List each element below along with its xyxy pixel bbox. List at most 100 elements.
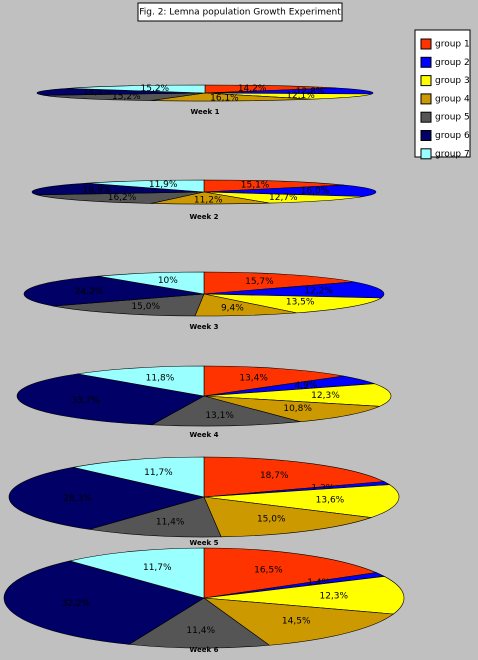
slice-label: 13,4% (239, 374, 268, 384)
legend-label: group 3 (435, 76, 470, 86)
slice-label: 15,0% (131, 302, 160, 312)
slice-label: 15,2% (112, 92, 141, 102)
chart-title: Fig. 2: Lemna population Growth Experime… (139, 8, 341, 18)
pie-slice (36, 88, 206, 96)
pie-slice (203, 496, 372, 538)
week-label: Week 3 (190, 323, 219, 331)
pie-slice (87, 179, 205, 193)
pie-slice (150, 191, 270, 205)
pie-slice (203, 576, 405, 615)
slice-label: 12,1% (286, 91, 315, 101)
legend-swatch (420, 75, 432, 87)
slice-label: 12,8% (296, 87, 325, 97)
legend-swatch (420, 38, 432, 50)
pie-slice (204, 84, 336, 94)
slice-label: 16,9% (83, 185, 112, 195)
pie-slice (203, 179, 344, 193)
slice-label: 24,2% (75, 287, 104, 297)
slice-label: 11,9% (149, 180, 178, 190)
slice-label: 16,1% (210, 94, 239, 104)
slice-label: 15,0% (257, 515, 286, 525)
pie-slice (203, 191, 364, 204)
slice-label: 14,5% (282, 616, 311, 626)
slice-label: 13,5% (286, 298, 315, 308)
pie-slice (3, 560, 205, 645)
slice-label: 10% (158, 276, 178, 286)
slice-label: 11,7% (143, 563, 172, 573)
pie-slice (204, 92, 372, 100)
pie-slice (203, 547, 378, 599)
pie-slice (150, 395, 301, 427)
title-box (137, 2, 343, 22)
pie-slice (23, 275, 205, 307)
pie-slice (203, 395, 380, 423)
slice-label: 32,2% (62, 599, 91, 609)
pie-slice (204, 87, 374, 95)
slice-label: 12,2% (304, 287, 333, 297)
pie-slice (53, 293, 205, 317)
slice-label: 11,2% (194, 195, 223, 205)
pie-slice (203, 281, 385, 299)
slice-label: 18,7% (260, 471, 289, 481)
pie-slice (128, 597, 271, 649)
legend-swatch (420, 148, 432, 160)
slice-label: 16,2% (108, 193, 137, 203)
slice-label: 11,4% (186, 626, 215, 636)
pie-slice (203, 293, 382, 314)
legend-swatch (420, 93, 432, 105)
slice-label: 33,7% (71, 396, 100, 406)
pie-slice (98, 271, 205, 295)
pie-slice (203, 184, 377, 197)
legend-label: group 4 (435, 94, 470, 104)
pie-slice (203, 383, 392, 407)
pie-slice (8, 467, 205, 530)
slice-label: 14,4% (83, 88, 112, 98)
pie-slice (89, 496, 222, 538)
pie-slice (202, 597, 395, 646)
week-label: Week 5 (190, 539, 219, 547)
pie-slice (73, 456, 205, 498)
slice-label: 16,5% (254, 565, 283, 575)
slice-label: 13,1% (205, 411, 234, 421)
week-label: Week 4 (190, 431, 219, 439)
slice-label: 15,2% (141, 84, 170, 94)
slice-label: 28,3% (63, 494, 92, 504)
week-label: Week 2 (190, 213, 219, 221)
legend-swatch (420, 56, 432, 68)
legend-label: group 2 (435, 58, 470, 68)
legend-label: group 5 (435, 113, 470, 123)
legend-label: group 1 (435, 40, 470, 50)
slice-label: 1,4% (307, 578, 330, 588)
slice-label: 12,3% (311, 391, 340, 401)
slice-label: 10,8% (283, 404, 312, 414)
slice-label: 12,7% (269, 193, 298, 203)
slice-label: 4,9% (295, 381, 318, 391)
pie-slice (36, 191, 205, 204)
legend-label: group 7 (435, 149, 470, 159)
slice-label: 14,2% (238, 84, 267, 94)
slice-label: 11,4% (156, 518, 185, 528)
slice-label: 1,3% (311, 483, 334, 493)
week-label: Week 1 (191, 108, 220, 116)
pie-slice (194, 293, 297, 317)
slice-label: 11,7% (144, 468, 173, 478)
slice-label: 12,3% (319, 592, 348, 602)
pie-slice (31, 182, 205, 196)
slice-label: 13,6% (316, 495, 345, 505)
pie-slice (203, 484, 400, 518)
pie-slice (203, 365, 344, 397)
legend-label: group 6 (435, 131, 470, 141)
pie-slice (67, 84, 206, 94)
slice-label: 15,7% (245, 277, 274, 287)
legend-swatch (420, 111, 432, 123)
slice-label: 15,1% (241, 181, 270, 191)
slice-label: 16,0% (301, 187, 330, 197)
slice-label: 9,4% (221, 303, 244, 313)
pie-slice (203, 456, 386, 498)
pie-slice (77, 365, 205, 397)
pie-slice (203, 271, 355, 295)
slice-label: 11,8% (146, 373, 175, 383)
week-label: Week 6 (190, 646, 219, 654)
legend-swatch (420, 130, 432, 141)
